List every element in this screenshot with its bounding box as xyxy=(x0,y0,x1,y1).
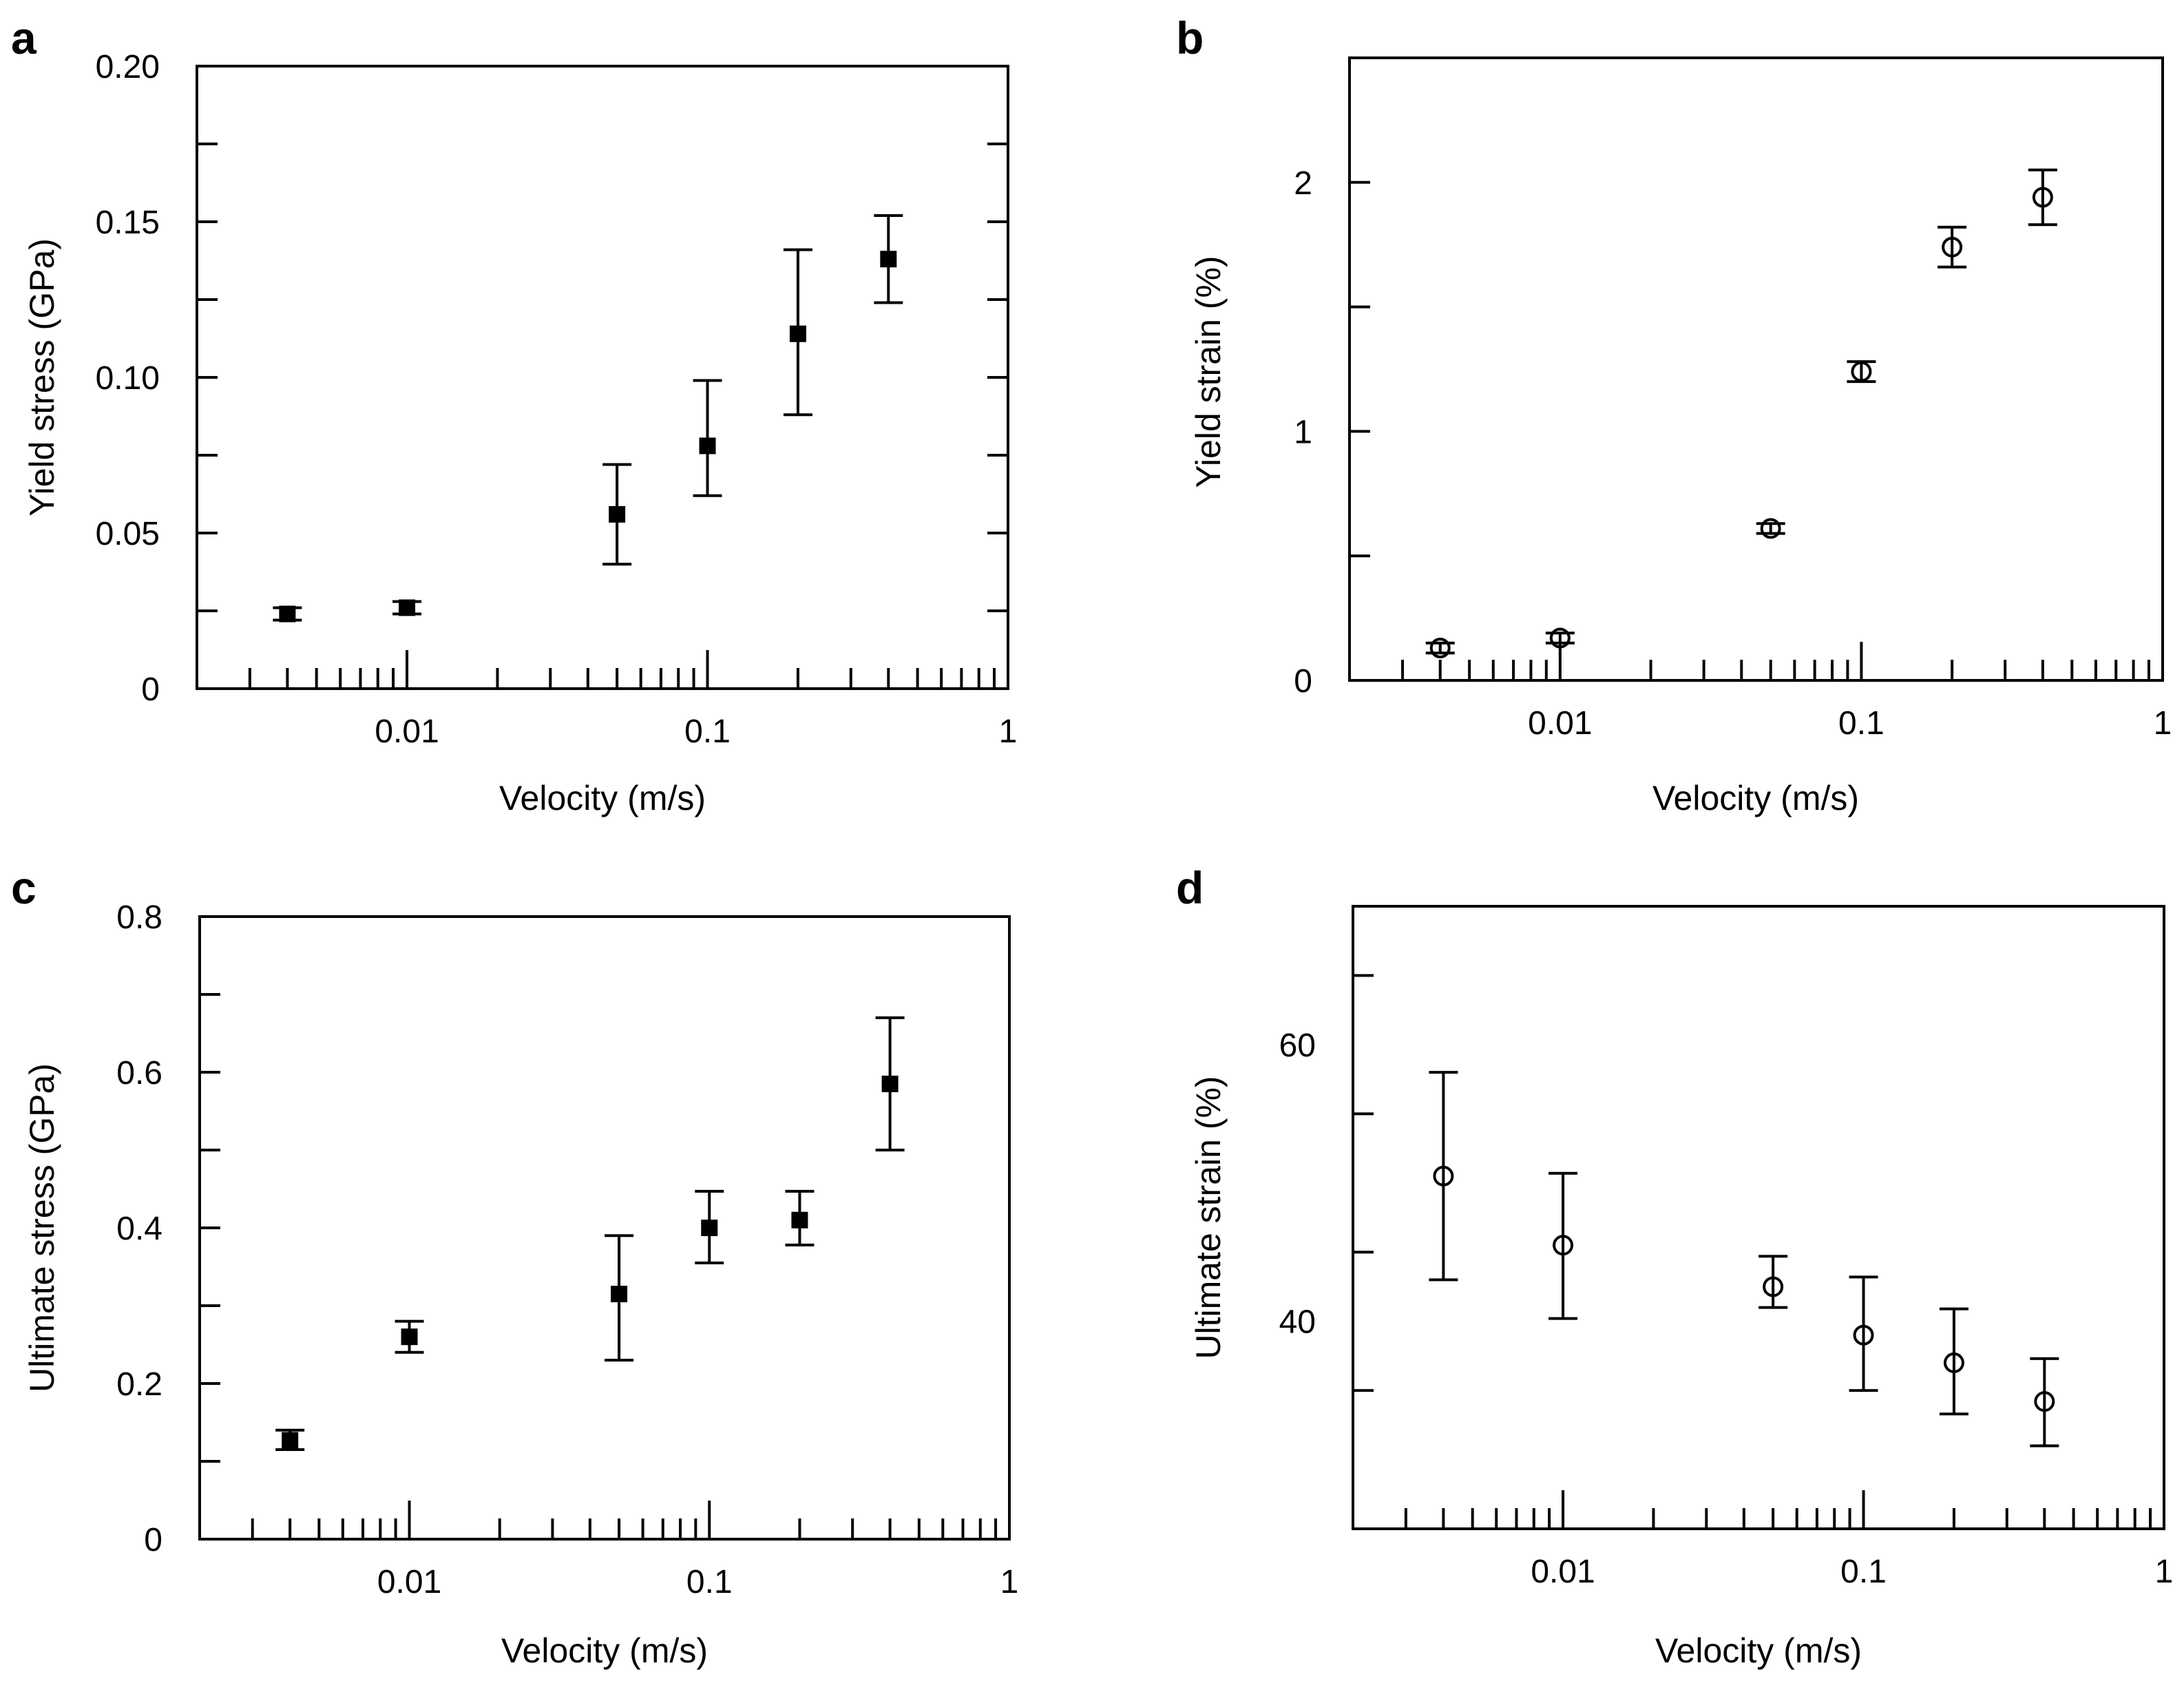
x-tick-label: 1 xyxy=(2154,705,2172,742)
data-point xyxy=(2034,1391,2055,1412)
data-point xyxy=(399,599,416,616)
y-tick-label: 0.4 xyxy=(116,1211,162,1247)
data-point xyxy=(1943,1352,1964,1373)
panel-letter-a: a xyxy=(11,12,37,63)
x-tick-label: 0.01 xyxy=(375,713,439,750)
data-point xyxy=(701,1220,718,1236)
x-axis-title: Velocity (m/s) xyxy=(1655,1631,1862,1670)
plot-frame xyxy=(196,65,1009,690)
axis-ticks xyxy=(1350,56,2164,682)
data-point xyxy=(880,251,897,268)
x-tick-label: 1 xyxy=(2155,1554,2174,1590)
data-point xyxy=(1851,361,1872,382)
y-tick-label: 2 xyxy=(1294,165,1312,202)
data-point xyxy=(2032,187,2053,208)
data-point xyxy=(1433,1165,1454,1187)
y-axis-title: Ultimate strain (%) xyxy=(1189,1076,1228,1359)
y-axis-title: Ultimate stress (GPa) xyxy=(23,1063,61,1392)
data-markers xyxy=(282,1075,899,1449)
panel-letter-d: d xyxy=(1176,862,1204,913)
x-axis-title: Velocity (m/s) xyxy=(1652,779,1859,817)
y-tick-label: 0 xyxy=(141,671,160,708)
y-tick-label: 0 xyxy=(1294,663,1312,700)
y-tick-label: 0.8 xyxy=(116,899,162,936)
y-tick-label: 0.20 xyxy=(96,49,160,85)
x-tick-label: 0.01 xyxy=(1528,705,1592,742)
x-tick-label: 0.01 xyxy=(1531,1554,1595,1590)
data-markers xyxy=(1429,187,2053,658)
x-tick-label: 0.1 xyxy=(686,1564,733,1600)
data-markers xyxy=(279,251,897,623)
data-point xyxy=(789,325,806,342)
panel-d: d 0.01 0.1 1 40 60 Velocity (m/s) Ultimate s… xyxy=(1176,862,2173,1670)
x-axis-title: Velocity (m/s) xyxy=(501,1631,708,1670)
data-point xyxy=(1942,236,1963,258)
data-point xyxy=(1763,1276,1784,1297)
data-point xyxy=(401,1328,418,1346)
y-tick-label: 60 xyxy=(1279,1027,1316,1064)
panel-a: a 0.01 0.1 1 0 0.05 0.10 0.15 0.20 Velocity (m/… xyxy=(11,12,1017,817)
data-point xyxy=(282,1432,299,1449)
data-markers xyxy=(1433,1165,2055,1412)
data-point xyxy=(881,1075,899,1092)
data-point xyxy=(791,1211,808,1229)
x-tick-label: 0.1 xyxy=(1840,1554,1887,1590)
plot-frame xyxy=(198,915,1011,1541)
tick-labels: 0.01 0.1 1 0 0.05 0.10 0.15 0.20 xyxy=(96,49,1018,750)
data-point xyxy=(1760,518,1781,539)
y-axis-title: Yield strain (%) xyxy=(1189,255,1228,488)
data-point xyxy=(279,605,296,623)
data-point xyxy=(1549,627,1571,649)
axis-ticks xyxy=(197,65,1009,690)
axis-ticks xyxy=(1353,974,2165,1530)
tick-labels: 0.01 0.1 1 40 60 xyxy=(1279,1027,2174,1590)
x-tick-label: 1 xyxy=(1000,1564,1019,1600)
y-axis-title: Yield stress (GPa) xyxy=(23,238,61,516)
x-tick-label: 0.01 xyxy=(377,1564,441,1600)
x-tick-label: 0.1 xyxy=(684,713,731,750)
y-tick-label: 0 xyxy=(144,1522,162,1558)
data-point xyxy=(1853,1324,1874,1346)
error-bars xyxy=(273,213,903,622)
x-tick-label: 0.1 xyxy=(1838,705,1884,742)
y-tick-label: 1 xyxy=(1294,414,1312,450)
y-tick-label: 0.2 xyxy=(116,1366,162,1403)
data-point xyxy=(699,437,716,455)
panel-c: c 0.01 0.1 1 0 0.2 0.4 0.6 0.8 Velocity (m/s) U… xyxy=(11,862,1018,1670)
plot-frame xyxy=(1348,56,2164,682)
panel-letter-c: c xyxy=(11,862,36,913)
data-point xyxy=(609,505,626,523)
error-bars xyxy=(1425,168,2057,655)
y-tick-label: 0.05 xyxy=(96,516,160,552)
y-tick-label: 0.6 xyxy=(116,1055,162,1092)
panel-letter-b: b xyxy=(1176,12,1204,63)
y-tick-label: 40 xyxy=(1279,1304,1316,1341)
y-tick-label: 0.15 xyxy=(96,205,160,241)
error-bars xyxy=(1429,1071,2059,1448)
y-tick-label: 0.10 xyxy=(96,360,160,397)
tick-labels: 0.01 0.1 1 0 0.2 0.4 0.6 0.8 xyxy=(116,899,1018,1600)
tick-labels: 0.01 0.1 1 0 1 2 xyxy=(1294,165,2172,742)
x-axis-title: Velocity (m/s) xyxy=(499,779,706,817)
data-point xyxy=(611,1286,628,1303)
x-tick-label: 1 xyxy=(999,713,1018,750)
data-point xyxy=(1429,637,1451,658)
error-bars xyxy=(275,1016,905,1452)
plot-frame xyxy=(1352,905,2165,1530)
data-point xyxy=(1553,1235,1574,1256)
axis-ticks xyxy=(200,915,1011,1541)
panel-b: b 0.01 0.1 1 0 1 2 Velocity (m/s) Yield strai… xyxy=(1176,12,2172,817)
